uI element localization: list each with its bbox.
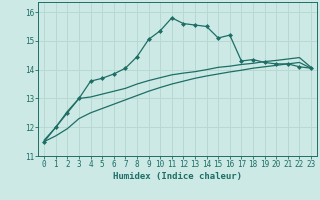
X-axis label: Humidex (Indice chaleur): Humidex (Indice chaleur) <box>113 172 242 181</box>
